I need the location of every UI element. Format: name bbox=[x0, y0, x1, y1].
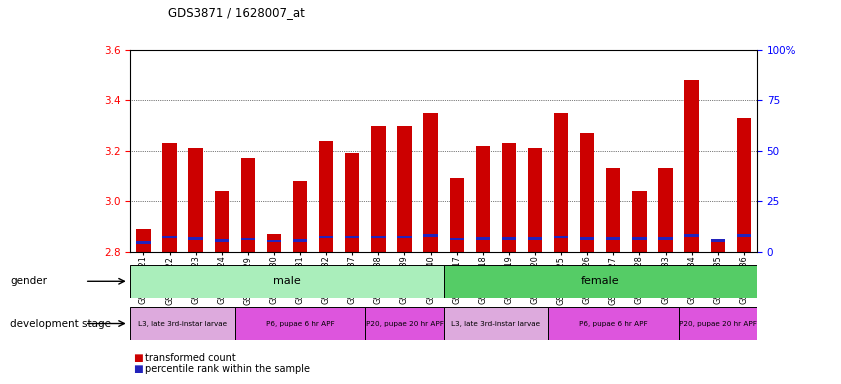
Text: female: female bbox=[581, 276, 620, 286]
Bar bbox=[679, 307, 757, 340]
Text: P20, pupae 20 hr APF: P20, pupae 20 hr APF bbox=[679, 321, 757, 326]
Bar bbox=[188, 237, 203, 240]
Bar bbox=[476, 146, 490, 252]
Bar bbox=[711, 240, 725, 242]
Bar bbox=[737, 234, 751, 237]
Bar bbox=[267, 240, 281, 242]
Bar bbox=[397, 236, 411, 238]
Text: P6, pupae 6 hr APF: P6, pupae 6 hr APF bbox=[266, 321, 335, 326]
Text: L3, late 3rd-instar larvae: L3, late 3rd-instar larvae bbox=[138, 321, 227, 326]
Bar bbox=[659, 237, 673, 240]
Bar bbox=[548, 307, 679, 340]
Bar bbox=[345, 236, 359, 238]
Text: male: male bbox=[273, 276, 301, 286]
Bar bbox=[214, 191, 229, 252]
Bar bbox=[580, 237, 595, 240]
Bar bbox=[443, 307, 548, 340]
Bar bbox=[528, 237, 542, 240]
Bar bbox=[528, 148, 542, 252]
Bar bbox=[345, 153, 359, 252]
Bar bbox=[397, 126, 411, 252]
Bar bbox=[554, 113, 569, 252]
Bar bbox=[365, 307, 443, 340]
Text: GDS3871 / 1628007_at: GDS3871 / 1628007_at bbox=[168, 6, 305, 19]
Bar bbox=[241, 238, 255, 240]
Bar bbox=[606, 168, 621, 252]
Bar bbox=[685, 80, 699, 252]
Bar bbox=[685, 234, 699, 237]
Bar bbox=[188, 148, 203, 252]
Bar bbox=[580, 133, 595, 252]
Bar bbox=[293, 181, 307, 252]
Bar bbox=[136, 229, 151, 252]
Bar bbox=[319, 236, 333, 238]
Text: L3, late 3rd-instar larvae: L3, late 3rd-instar larvae bbox=[452, 321, 541, 326]
Bar bbox=[502, 237, 516, 240]
Text: development stage: development stage bbox=[10, 318, 111, 329]
Text: percentile rank within the sample: percentile rank within the sample bbox=[145, 364, 309, 374]
Bar bbox=[554, 236, 569, 238]
Bar bbox=[162, 236, 177, 238]
Text: ■: ■ bbox=[133, 353, 143, 363]
Bar bbox=[443, 265, 757, 298]
Bar bbox=[214, 240, 229, 242]
Bar bbox=[235, 307, 365, 340]
Text: P20, pupae 20 hr APF: P20, pupae 20 hr APF bbox=[366, 321, 443, 326]
Bar bbox=[423, 113, 438, 252]
Bar bbox=[502, 143, 516, 252]
Bar bbox=[711, 242, 725, 252]
Text: transformed count: transformed count bbox=[145, 353, 235, 363]
Bar bbox=[371, 126, 385, 252]
Bar bbox=[423, 234, 438, 237]
Bar bbox=[319, 141, 333, 252]
Text: gender: gender bbox=[10, 276, 47, 286]
Bar bbox=[136, 242, 151, 244]
Text: ■: ■ bbox=[133, 364, 143, 374]
Bar bbox=[267, 234, 281, 252]
Bar bbox=[476, 237, 490, 240]
Bar bbox=[737, 118, 751, 252]
Bar bbox=[659, 168, 673, 252]
Bar bbox=[449, 238, 464, 240]
Bar bbox=[241, 158, 255, 252]
Bar bbox=[632, 191, 647, 252]
Bar bbox=[371, 236, 385, 238]
Bar bbox=[162, 143, 177, 252]
Bar bbox=[130, 307, 235, 340]
Text: P6, pupae 6 hr APF: P6, pupae 6 hr APF bbox=[579, 321, 648, 326]
Bar bbox=[130, 265, 443, 298]
Bar bbox=[632, 237, 647, 240]
Bar bbox=[606, 237, 621, 240]
Bar bbox=[449, 179, 464, 252]
Bar bbox=[293, 240, 307, 242]
